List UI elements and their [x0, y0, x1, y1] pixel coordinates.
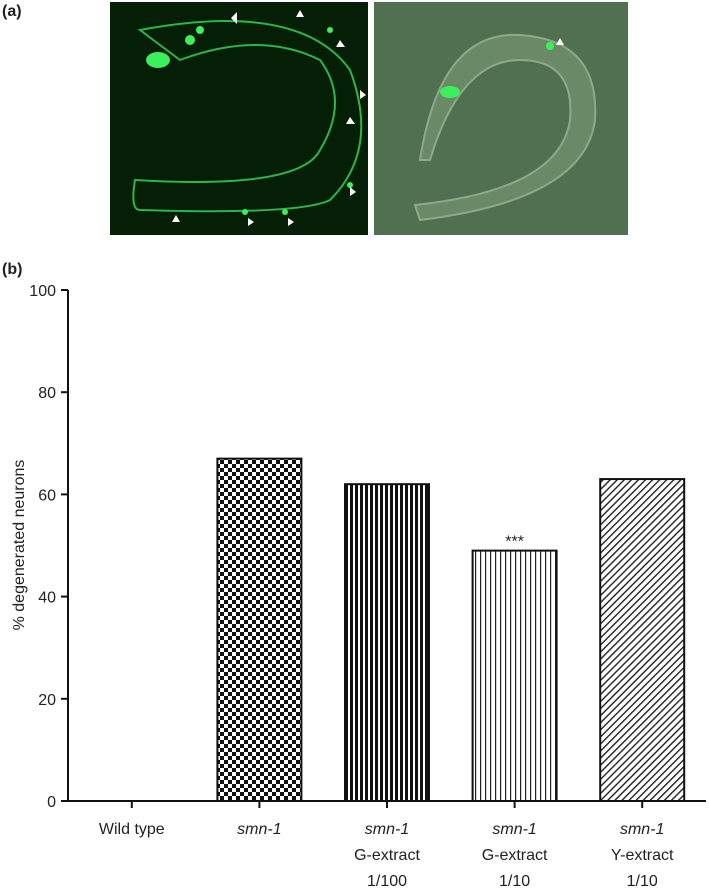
merged-image [374, 2, 628, 235]
x-tick-label: smn-1 [237, 821, 281, 838]
x-tick-label: G-extract [482, 847, 548, 864]
x-tick-label: 1/10 [499, 873, 530, 888]
bar [471, 549, 558, 802]
y-tick-label: 100 [29, 283, 56, 300]
panel-label: (b) [2, 261, 22, 278]
x-tick-label: G-extract [354, 847, 420, 864]
annotation: *** [505, 534, 524, 551]
x-tick-label: smn-1 [620, 821, 664, 838]
y-tick-label: 40 [38, 590, 56, 607]
x-tick-label: smn-1 [365, 821, 409, 838]
x-tick-label: Wild type [99, 821, 165, 838]
x-tick-label: smn-1 [492, 821, 536, 838]
panel-label: (a) [2, 3, 22, 20]
bar [344, 483, 430, 802]
bar [216, 457, 303, 802]
y-tick-label: 80 [38, 385, 56, 402]
bar [599, 478, 686, 802]
x-tick-label: Y-extract [611, 847, 674, 864]
y-tick-label: 60 [38, 487, 56, 504]
x-tick-label: 1/10 [627, 873, 658, 888]
y-tick-label: 20 [38, 692, 56, 709]
fluorescence-image [110, 2, 368, 235]
y-axis-label: % degenerated neurons [11, 460, 28, 631]
x-tick-label: 1/100 [367, 873, 407, 888]
y-tick-label: 0 [47, 794, 56, 811]
